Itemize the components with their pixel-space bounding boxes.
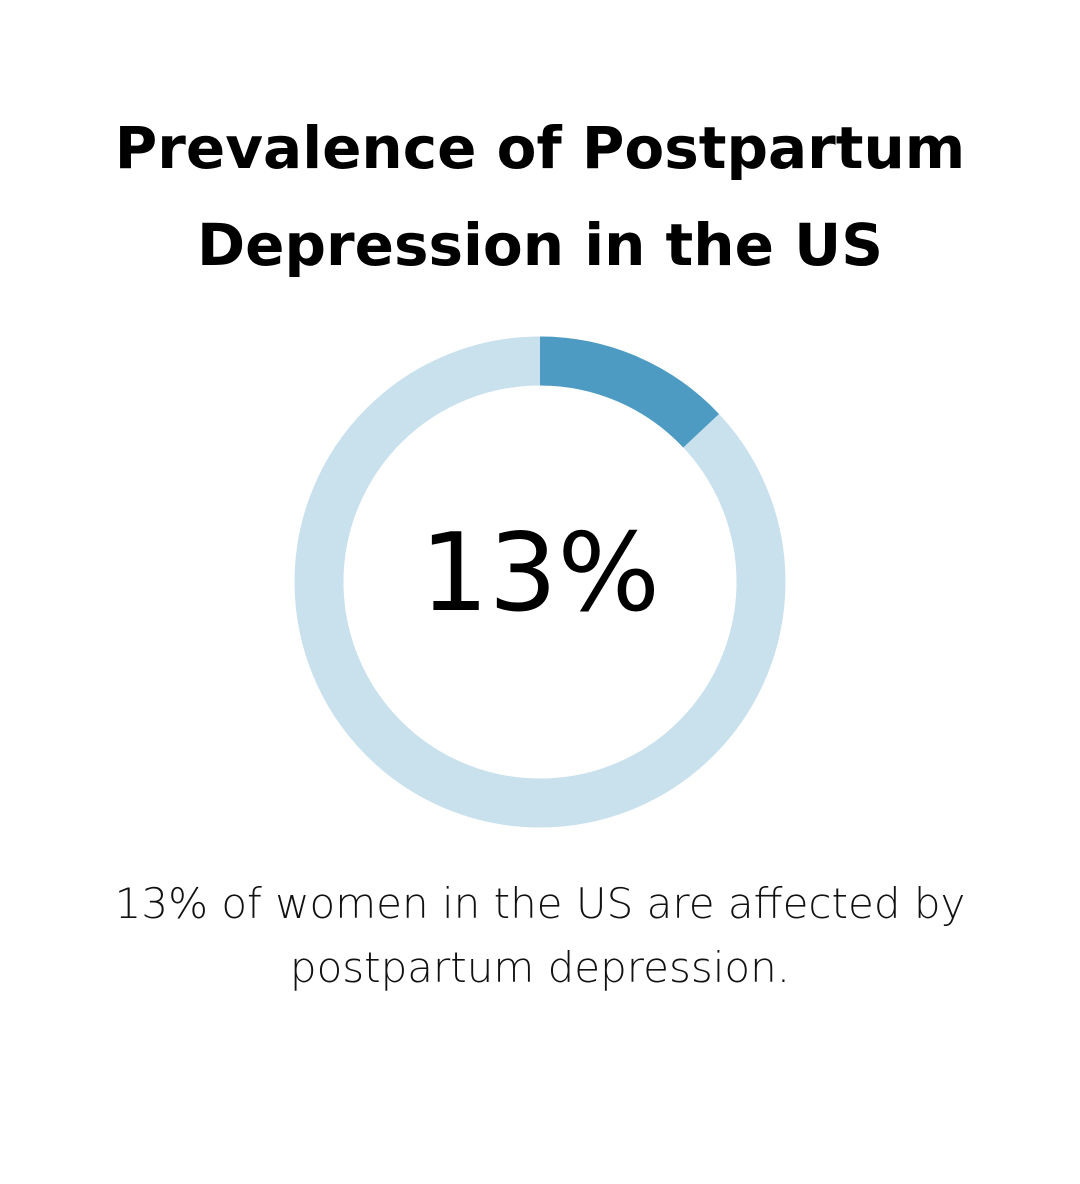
chart-title: Prevalence of Postpartum Depression in t… <box>114 114 966 279</box>
chart: 13% <box>294 336 786 828</box>
caption: 13% of women in the US are affected by p… <box>114 879 966 992</box>
donut-segment <box>539 336 719 448</box>
center-label: 13% <box>420 511 660 636</box>
